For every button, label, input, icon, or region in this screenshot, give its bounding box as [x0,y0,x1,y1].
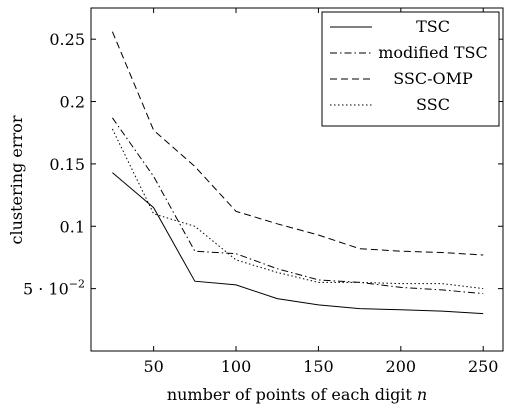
x-tick-label: 100 [221,357,252,376]
x-axis-label: number of points of each digit n [167,385,427,404]
plot-frame [90,7,504,352]
y-axis-label: clustering error [7,115,26,244]
y-tick-exponent: −2 [69,278,85,291]
x-tick-label: 200 [386,357,417,376]
series-lines [111,31,484,315]
x-axis-label-variable: n [417,385,427,404]
legend-label: SSC-OMP [393,69,473,88]
legend-label: SSC [416,95,450,114]
x-tick-label: 250 [468,357,499,376]
x-axis-label-text: number of points of each digit [167,385,413,404]
y-tick-label: 0.25 [49,30,85,49]
y-tick-label: 5 · 10−2 [23,278,85,299]
x-tick-label: 150 [303,357,334,376]
legend-label: TSC [416,17,450,36]
series-line-1 [112,172,484,315]
legend-box [321,11,500,127]
y-tick-label: 0.1 [60,217,85,236]
legend-label: modified TSC [378,43,488,62]
y-tick-label: 0.2 [60,93,85,112]
y-tick-label: 0.15 [49,155,85,174]
series-line-4 [111,128,484,290]
x-tick-label: 50 [143,357,163,376]
series-line-3 [111,31,484,256]
series-line-2 [111,117,484,295]
legend: TSC modified TSC SSC-OMP SSC [321,11,500,127]
